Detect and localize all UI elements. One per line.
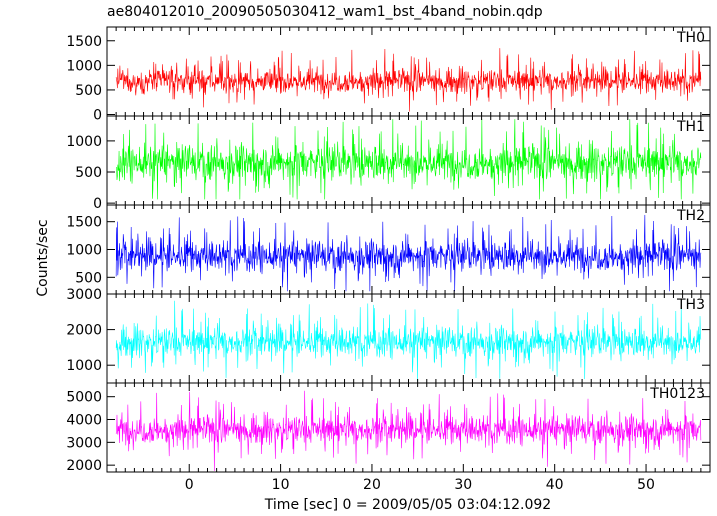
y-tick-label: 1000 — [66, 358, 102, 374]
y-tick-label: 500 — [75, 270, 102, 286]
y-tick-label: 2000 — [66, 323, 102, 339]
x-tick-label: 50 — [637, 477, 655, 493]
y-tick-label: 1500 — [66, 34, 102, 50]
panel-label: TH2 — [676, 208, 705, 224]
series-line-th3 — [115, 300, 702, 382]
y-tick-label: 3000 — [66, 435, 102, 451]
panel-label: TH0 — [676, 30, 705, 46]
series-line-th0123 — [115, 390, 702, 471]
panel-label: TH3 — [676, 297, 705, 313]
series-line-th2 — [115, 214, 702, 292]
y-tick-label: 1000 — [66, 134, 102, 150]
chart-title: ae804012010_20090505030412_wam1_bst_4ban… — [107, 4, 543, 20]
y-tick-label: 1000 — [66, 58, 102, 74]
x-tick-label: 20 — [363, 477, 381, 493]
y-tick-label: 500 — [75, 83, 102, 99]
panel-th0: 0 500 1000 1500 TH0 — [66, 26, 711, 124]
x-tick-label: 30 — [454, 477, 472, 493]
panel-th2: 500 1000 1500 TH2 — [66, 204, 711, 295]
x-tick-label: 0 — [185, 477, 194, 493]
y-tick-label: 1000 — [66, 243, 102, 259]
x-axis-label: Time [sec] 0 = 2009/05/05 03:04:12.092 — [264, 497, 552, 513]
y-tick-label: 1500 — [66, 215, 102, 231]
series-line-th0 — [115, 48, 702, 112]
panel-th1: 0 500 1000 TH1 — [66, 115, 711, 212]
y-tick-label: 3000 — [66, 287, 102, 303]
panel-th0123: 2000 3000 4000 5000 TH0123 — [66, 382, 711, 474]
panel-th3: 1000 2000 3000 TH3 — [66, 287, 711, 384]
y-tick-label: 0 — [93, 108, 102, 124]
x-tick-label: 10 — [272, 477, 290, 493]
panel-frame — [106, 26, 711, 117]
series-line-th1 — [116, 119, 702, 200]
y-tick-label: 2000 — [66, 458, 102, 474]
y-tick-label: 0 — [93, 196, 102, 212]
panel-label: TH1 — [676, 119, 705, 135]
y-tick-label: 5000 — [66, 390, 102, 406]
x-tick-label: 40 — [546, 477, 564, 493]
y-tick-label: 4000 — [66, 413, 102, 429]
panel-label: TH0123 — [649, 386, 705, 402]
y-tick-label: 500 — [75, 165, 102, 181]
